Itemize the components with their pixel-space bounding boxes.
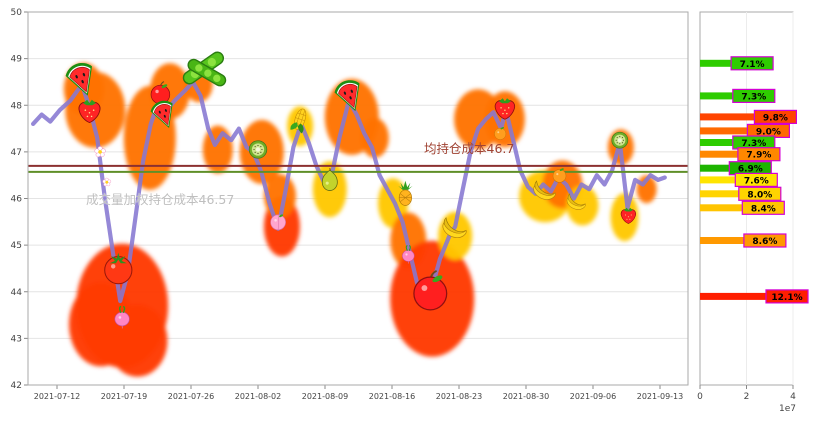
svg-text:43: 43 (11, 334, 22, 344)
volume-bar (700, 92, 763, 100)
kiwi-marker-icon (611, 131, 629, 149)
corn-marker-icon (290, 108, 307, 134)
volume-bar-label-box (734, 172, 778, 187)
volume-bar-label-box (732, 88, 776, 104)
svg-text:7.3%: 7.3% (741, 139, 766, 149)
peas-marker-icon (182, 51, 227, 87)
svg-text:0: 0 (697, 392, 703, 402)
volume-bar (700, 204, 773, 212)
watermelon-marker-icon (65, 62, 93, 96)
apple-marker-icon (150, 81, 171, 105)
volume-bar (700, 127, 778, 135)
flower-marker-icon (94, 146, 106, 158)
kiwi-marker-icon (248, 140, 268, 159)
volume-bar-label-box (741, 200, 785, 215)
volume-bar (700, 150, 768, 158)
svg-text:1e7: 1e7 (779, 404, 796, 414)
svg-text:7.1%: 7.1% (740, 60, 765, 70)
volume-bar-label-box (738, 186, 782, 201)
svg-text:6.9%: 6.9% (738, 165, 763, 175)
svg-text:2021-08-23: 2021-08-23 (436, 392, 483, 401)
svg-text:8.6%: 8.6% (752, 237, 777, 247)
banana-marker-icon (442, 217, 467, 238)
tomato-marker-icon (104, 252, 133, 285)
volume-bar-label-box (737, 147, 781, 162)
strawberry-marker-icon (494, 98, 516, 120)
volume-bar (700, 139, 763, 146)
volume-bar-label-box (730, 56, 774, 71)
radish-marker-icon (402, 244, 415, 264)
pineapple-marker-icon (398, 180, 413, 206)
svg-text:48: 48 (11, 101, 23, 111)
svg-text:2021-07-26: 2021-07-26 (168, 392, 215, 401)
volume-bar-label-box (743, 233, 787, 248)
strawberry-marker-icon (620, 207, 636, 224)
svg-text:9.0%: 9.0% (756, 127, 781, 137)
volume-bar (700, 237, 774, 244)
svg-text:4: 4 (790, 392, 796, 402)
svg-text:7.6%: 7.6% (744, 176, 769, 186)
watermelon-marker-icon (334, 80, 360, 112)
svg-text:46: 46 (11, 195, 23, 205)
radish-marker-icon (114, 305, 130, 329)
volume-bar (700, 113, 785, 121)
svg-text:2021-09-06: 2021-09-06 (570, 392, 617, 401)
svg-text:7.9%: 7.9% (746, 151, 771, 161)
svg-text:49: 49 (11, 55, 23, 65)
banana-marker-icon (533, 180, 556, 200)
svg-text:44: 44 (11, 288, 23, 298)
volume-bar-label-box (753, 109, 798, 125)
svg-text:47: 47 (11, 148, 22, 158)
svg-text:9.8%: 9.8% (763, 113, 788, 123)
volume-bar (700, 176, 766, 184)
svg-text:45: 45 (11, 241, 22, 251)
apple-marker-icon (413, 269, 448, 311)
watermelon-marker-icon (150, 100, 173, 128)
strawberry-marker-icon (78, 99, 101, 123)
svg-text:12.1%: 12.1% (771, 293, 802, 303)
svg-text:2021-08-09: 2021-08-09 (302, 392, 349, 401)
svg-text:2021-08-30: 2021-08-30 (503, 392, 550, 401)
svg-text:8.4%: 8.4% (751, 204, 776, 214)
svg-text:50: 50 (11, 8, 23, 18)
banana-marker-icon (566, 193, 586, 210)
peach-marker-icon (270, 214, 286, 231)
pear-marker-icon (321, 168, 338, 191)
svg-text:2021-08-16: 2021-08-16 (369, 392, 416, 401)
orange-marker-icon (494, 127, 507, 140)
svg-text:2021-07-19: 2021-07-19 (101, 392, 148, 401)
svg-text:8.0%: 8.0% (747, 190, 772, 200)
svg-text:7.3%: 7.3% (741, 92, 766, 102)
svg-text:42: 42 (11, 381, 22, 391)
volume-bar (700, 292, 796, 300)
svg-text:2021-07-12: 2021-07-12 (34, 392, 81, 401)
volume-bar (700, 190, 769, 198)
volume-bar-label-box (765, 289, 809, 304)
orange-marker-icon (552, 168, 567, 183)
svg-text:2021-09-13: 2021-09-13 (637, 392, 684, 401)
svg-text:2021-08-02: 2021-08-02 (235, 392, 282, 401)
svg-text:2: 2 (744, 392, 750, 402)
flower-marker-icon (102, 177, 112, 187)
